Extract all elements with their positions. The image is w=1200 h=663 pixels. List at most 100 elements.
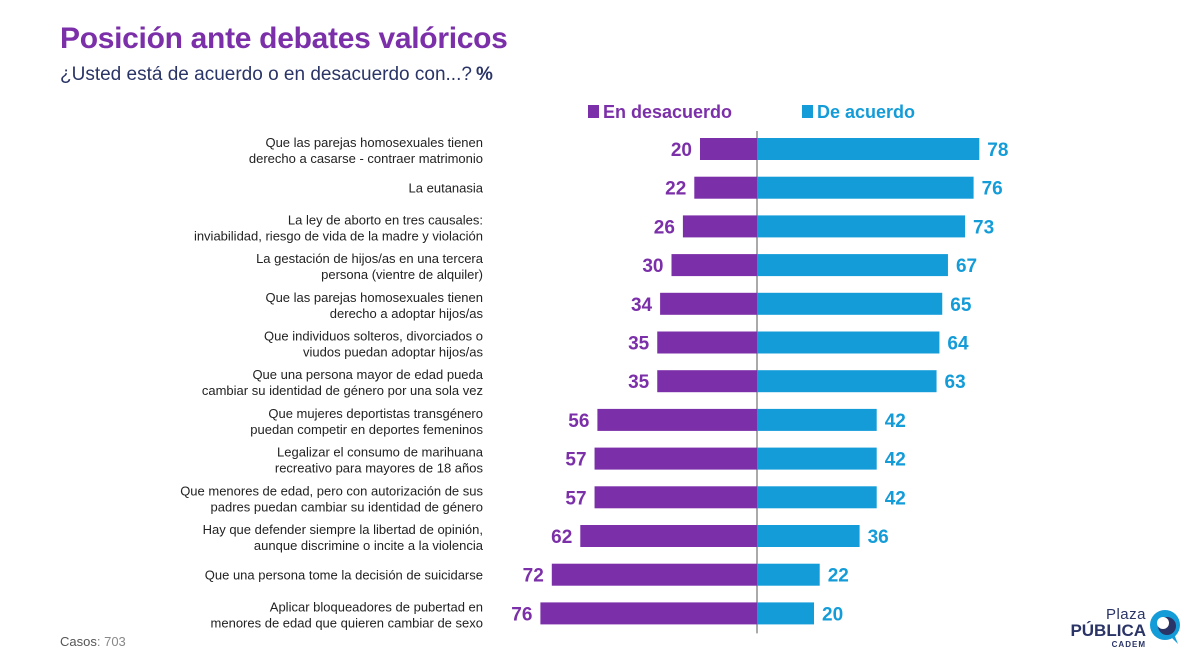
bar-de-acuerdo — [757, 215, 966, 238]
value-label-de-acuerdo: 22 — [828, 566, 849, 587]
logo-bubble-icon — [1150, 610, 1180, 644]
category-label: Que las parejas homosexuales tienen derec… — [249, 135, 483, 166]
category-label: Que una persona tome la decisión de suic… — [205, 568, 483, 583]
category-label: La ley de aborto en tres causales: inviab… — [194, 212, 483, 243]
category-label-line: persona (vientre de alquiler) — [321, 267, 483, 282]
category-label-line: cambiar su identidad de género por una s… — [202, 383, 483, 398]
value-label-de-acuerdo: 36 — [868, 527, 889, 548]
legend-label: De acuerdo — [817, 102, 915, 122]
bar-de-acuerdo — [757, 486, 877, 509]
value-label-en-desacuerdo: 57 — [565, 488, 586, 509]
bar-de-acuerdo — [757, 138, 980, 160]
legend-swatch — [802, 105, 813, 118]
category-label: Aplicar bloqueadores de pubertad en menor… — [211, 599, 483, 630]
bar-en-desacuerdo — [694, 176, 757, 199]
chart-subtitle: ¿Usted está de acuerdo o en desacuerdo c… — [60, 64, 493, 86]
value-label-en-desacuerdo: 22 — [665, 179, 686, 200]
bar-en-desacuerdo — [660, 292, 757, 315]
bar-en-desacuerdo — [551, 563, 757, 586]
category-label-line: La ley de aborto en tres causales: — [288, 212, 483, 227]
bar-de-acuerdo — [757, 331, 940, 354]
category-label-line: Que menores de edad, pero con autorizaci… — [180, 483, 483, 498]
value-label-de-acuerdo: 63 — [945, 372, 966, 393]
bar-en-desacuerdo — [657, 331, 757, 354]
value-label-de-acuerdo: 73 — [973, 217, 994, 238]
category-label: Que individuos solteros, divorciados o vi… — [264, 329, 483, 360]
value-label-en-desacuerdo: 35 — [628, 334, 650, 355]
value-label-en-desacuerdo: 34 — [631, 295, 653, 316]
bar-en-desacuerdo — [594, 447, 757, 470]
value-label-en-desacuerdo: 56 — [568, 411, 589, 432]
value-label-de-acuerdo: 78 — [987, 140, 1008, 161]
category-label-line: Que las parejas homosexuales tienen — [265, 135, 483, 150]
category-label-line: puedan competir en deportes femeninos — [250, 422, 483, 437]
category-label-line: recreativo para mayores de 18 años — [275, 461, 484, 476]
category-label-line: Hay que defender siempre la libertad de … — [203, 522, 483, 537]
bar-de-acuerdo — [757, 563, 820, 586]
category-label-line: Que individuos solteros, divorciados o — [264, 329, 483, 344]
category-label-line: inviabilidad, riesgo de vida de la madre… — [194, 228, 483, 243]
bar-en-desacuerdo — [671, 254, 757, 277]
category-label-line: Que las parejas homosexuales tienen — [265, 290, 483, 305]
value-label-de-acuerdo: 65 — [950, 295, 972, 316]
bar-en-desacuerdo — [700, 138, 757, 160]
bar-en-desacuerdo — [682, 215, 757, 238]
value-label-en-desacuerdo: 30 — [642, 256, 663, 277]
value-label-en-desacuerdo: 62 — [551, 527, 572, 548]
value-label-de-acuerdo: 67 — [956, 256, 977, 277]
bar-en-desacuerdo — [597, 408, 757, 431]
bar-en-desacuerdo — [657, 370, 757, 393]
bar-de-acuerdo — [757, 370, 937, 393]
category-label: Que una persona mayor de edad pueda cambi… — [202, 367, 484, 398]
legend-swatch — [588, 105, 599, 118]
cases-label: Casos — [60, 634, 97, 649]
category-label-line: aunque discrimine o incite a la violenci… — [254, 538, 484, 553]
category-label-line: Legalizar el consumo de marihuana — [277, 445, 484, 460]
category-label-line: Aplicar bloqueadores de pubertad en — [270, 599, 483, 614]
value-label-de-acuerdo: 42 — [885, 411, 906, 432]
logo-text-sub: CADEM — [1111, 640, 1146, 649]
logo-text-top: Plaza — [1105, 606, 1146, 623]
bar-de-acuerdo — [757, 408, 877, 431]
category-label-line: viudos puedan adoptar hijos/as — [303, 345, 483, 360]
value-label-de-acuerdo: 42 — [885, 450, 906, 471]
bar-en-desacuerdo — [540, 602, 757, 625]
category-label-line: Que mujeres deportistas transgénero — [268, 406, 483, 421]
category-label: Que las parejas homosexuales tienen derec… — [265, 290, 483, 321]
value-label-en-desacuerdo: 72 — [523, 566, 544, 587]
category-label: Legalizar el consumo de marihuana recreat… — [275, 445, 484, 476]
category-label-line: padres puedan cambiar su identidad de gé… — [211, 499, 483, 514]
value-label-en-desacuerdo: 57 — [565, 450, 586, 471]
chart-title: Posición ante debates valóricos — [60, 22, 508, 55]
value-label-en-desacuerdo: 35 — [628, 372, 650, 393]
plaza-publica-cadem-logo: Plaza PÚBLICA CADEM — [1064, 606, 1184, 650]
category-label: La gestación de hijos/as en una tercera p… — [256, 251, 484, 282]
category-label-line: menores de edad que quieren cambiar de s… — [211, 615, 483, 630]
legend-label: En desacuerdo — [603, 102, 732, 122]
value-label-en-desacuerdo: 76 — [511, 604, 532, 625]
bar-en-desacuerdo — [580, 525, 757, 547]
value-label-en-desacuerdo: 20 — [671, 140, 692, 161]
bar-de-acuerdo — [757, 447, 877, 470]
bar-de-acuerdo — [757, 602, 814, 625]
value-label-en-desacuerdo: 26 — [654, 217, 675, 238]
bar-de-acuerdo — [757, 292, 943, 315]
subtitle-question: ¿Usted está de acuerdo o en desacuerdo c… — [60, 64, 472, 85]
bar-de-acuerdo — [757, 254, 948, 277]
value-label-de-acuerdo: 64 — [947, 334, 969, 355]
category-label: Que menores de edad, pero con autorizaci… — [180, 483, 483, 514]
category-label-line: derecho a adoptar hijos/as — [330, 306, 484, 321]
cases-value: : 703 — [96, 634, 126, 649]
value-label-de-acuerdo: 20 — [822, 604, 843, 625]
bar-en-desacuerdo — [594, 486, 757, 509]
category-label-line: derecho a casarse - contraer matrimonio — [249, 151, 483, 166]
logo-text-main: PÚBLICA — [1070, 621, 1146, 640]
value-label-de-acuerdo: 76 — [982, 179, 1003, 200]
category-label-line: La gestación de hijos/as en una tercera — [256, 251, 484, 266]
subtitle-unit: % — [475, 64, 493, 85]
bar-de-acuerdo — [757, 525, 860, 547]
category-label-line: Que una persona mayor de edad pueda — [252, 367, 483, 382]
footnote: Casos: 703 — [60, 634, 126, 649]
category-label: La eutanasia — [409, 181, 484, 196]
